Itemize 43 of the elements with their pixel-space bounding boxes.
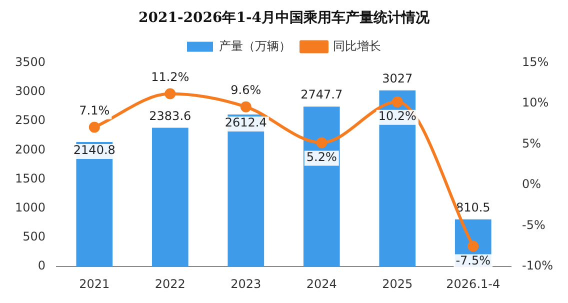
legend-label: 同比增长 bbox=[333, 38, 381, 53]
legend-label: 产量（万辆） bbox=[219, 38, 291, 53]
data-label: 2612.4 bbox=[224, 116, 267, 130]
chart-title: 2021-2026年1-4月中国乘用车产量统计情况 bbox=[138, 9, 431, 26]
y-tick-label: 2500 bbox=[14, 113, 46, 128]
data-label: 11.2% bbox=[151, 70, 190, 84]
y-tick-label: 2000 bbox=[14, 142, 46, 156]
y-tick-label: 1000 bbox=[14, 200, 46, 214]
y-tick-label: 500 bbox=[22, 230, 46, 244]
bar bbox=[303, 106, 340, 267]
y-tick-label: 0 bbox=[38, 258, 46, 273]
bar bbox=[152, 128, 188, 267]
x-tick-label: 2025 bbox=[382, 276, 413, 291]
y2-tick-label: 15% bbox=[522, 54, 549, 69]
data-label: 9.6% bbox=[230, 82, 262, 97]
data-label: 3027 bbox=[382, 71, 413, 86]
data-label: 2383.6 bbox=[149, 108, 192, 123]
point bbox=[240, 101, 252, 112]
y2-tick-label: 5% bbox=[522, 136, 542, 150]
point bbox=[468, 240, 479, 252]
y-tick-label: 3500 bbox=[14, 54, 46, 69]
data-label: -7.5% bbox=[456, 253, 491, 268]
data-label: 10.2% bbox=[378, 109, 416, 124]
point bbox=[316, 137, 328, 148]
data-label: 2140.8 bbox=[73, 143, 116, 158]
data-label: 2747.7 bbox=[300, 88, 343, 102]
y2-tick-label: 0% bbox=[522, 177, 542, 192]
point bbox=[392, 96, 403, 108]
data-label: 5.2% bbox=[306, 150, 337, 164]
x-tick-label: 2023 bbox=[230, 276, 262, 291]
data-label: 7.1% bbox=[79, 103, 110, 118]
y-tick-label: 3000 bbox=[14, 84, 46, 98]
data-label: 810.5 bbox=[456, 200, 490, 215]
y-tick-label: 1500 bbox=[14, 171, 46, 186]
point bbox=[164, 88, 176, 100]
y2-tick-label: -10% bbox=[522, 258, 554, 273]
x-tick-label: 2022 bbox=[154, 276, 186, 291]
y2-tick-label: 10% bbox=[522, 96, 549, 110]
x-tick-label: 2021 bbox=[79, 276, 110, 291]
y2-tick-label: -5% bbox=[522, 218, 546, 232]
x-tick-label: 2024 bbox=[306, 276, 337, 291]
x-tick-label: 2026.1-4 bbox=[446, 276, 500, 291]
point bbox=[88, 122, 100, 133]
